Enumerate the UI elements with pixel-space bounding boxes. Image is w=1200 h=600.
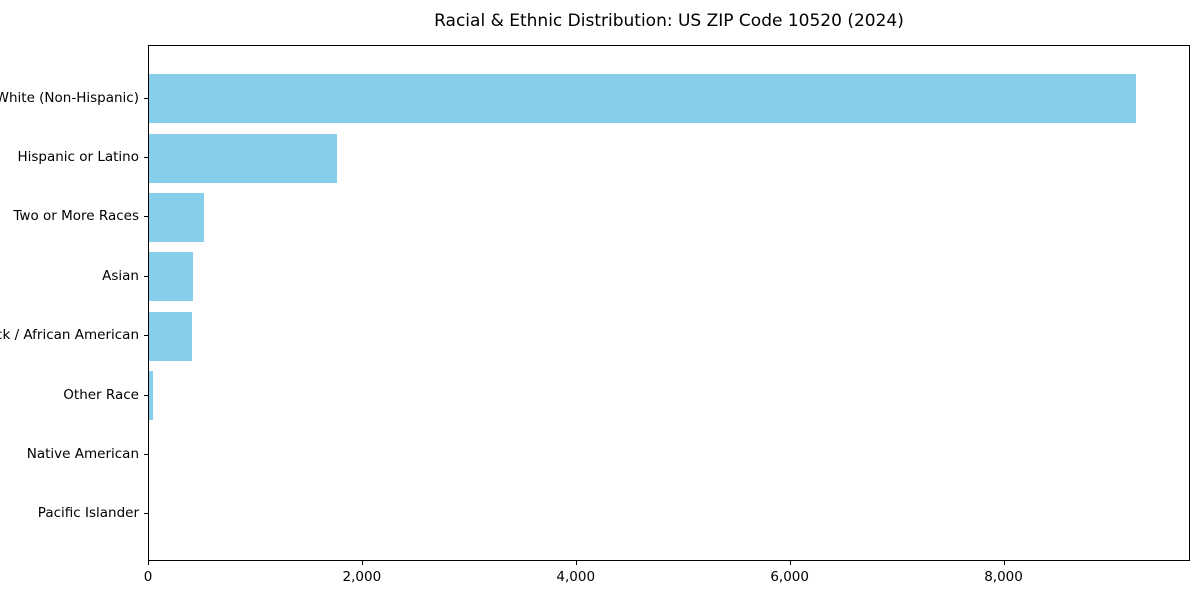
bar — [149, 252, 194, 302]
x-tick-mark — [575, 561, 577, 565]
y-tick-mark — [144, 335, 148, 337]
x-tick-mark — [148, 561, 149, 565]
y-tick-mark — [144, 453, 148, 455]
chart-title: Racial & Ethnic Distribution: US ZIP Cod… — [434, 11, 904, 31]
y-tick-mark — [144, 216, 148, 218]
x-axis: 0 2,000 4,000 6,000 8,000 — [144, 561, 1190, 591]
category-label: Other Race — [63, 386, 139, 403]
category-label: Black / African American — [0, 327, 139, 344]
x-tick-label: 2,000 — [342, 569, 382, 585]
x-tick-label: 6,000 — [770, 569, 809, 585]
category-label: Native American — [26, 445, 139, 462]
y-tick-mark — [144, 157, 148, 159]
x-tick-mark — [361, 561, 363, 565]
category-label: Hispanic or Latino — [17, 149, 139, 166]
bar — [149, 311, 193, 361]
y-tick-mark — [144, 513, 148, 515]
x-tick-label: 0 — [143, 569, 153, 585]
category-label: White (Non-Hispanic) — [0, 89, 139, 106]
plot-area — [148, 45, 1190, 561]
x-tick-mark — [789, 561, 791, 565]
category-label: Asian — [102, 267, 139, 284]
bar — [149, 133, 337, 183]
x-tick-label: 8,000 — [984, 569, 1023, 585]
x-tick-mark — [1003, 561, 1005, 565]
bar — [149, 74, 1137, 124]
y-tick-mark — [144, 275, 148, 277]
category-label: Two or More Races — [13, 208, 139, 225]
y-axis: White (Non-Hispanic) Hispanic or Latino Tw… — [0, 45, 148, 561]
category-label: Pacific Islander — [37, 505, 139, 522]
bar — [149, 192, 205, 242]
y-tick-mark — [144, 97, 148, 99]
bar — [149, 371, 154, 421]
y-tick-mark — [144, 394, 148, 396]
x-tick-label: 4,000 — [556, 569, 596, 585]
